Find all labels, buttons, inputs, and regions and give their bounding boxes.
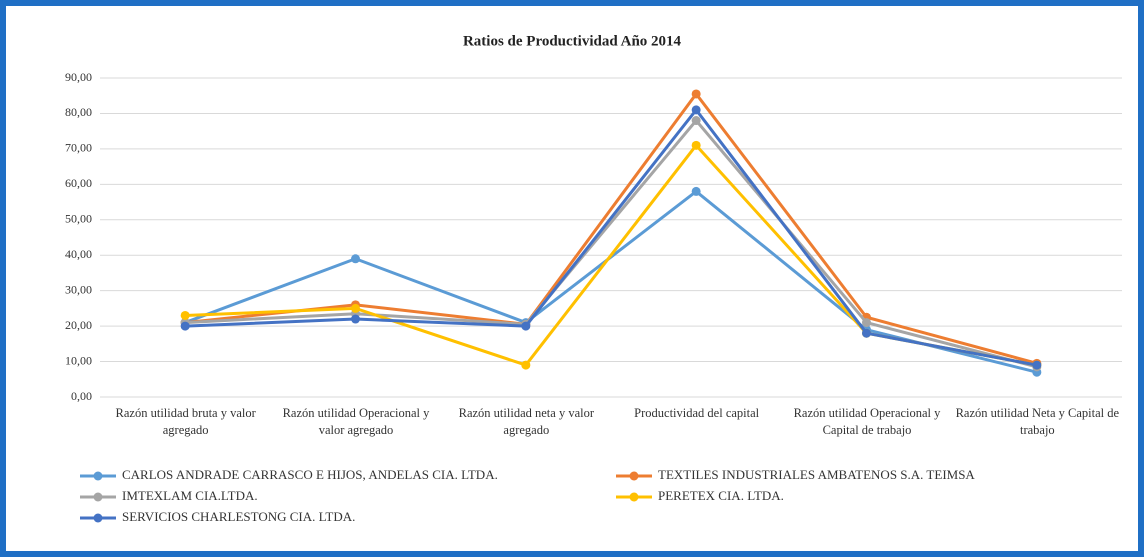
- legend-marker: [93, 471, 103, 481]
- y-tick-label: 60,00: [65, 176, 92, 190]
- point: [351, 314, 360, 324]
- x-tick-label: Razón utilidad Operacional y Capital de …: [793, 406, 941, 437]
- y-tick-label: 10,00: [65, 353, 92, 367]
- point: [180, 310, 190, 320]
- x-tick-label: Razón utilidad Operacional y valor agreg…: [282, 406, 430, 437]
- point: [691, 186, 701, 196]
- point: [691, 116, 701, 126]
- point: [691, 89, 701, 99]
- legend-label: PERETEX CIA. LTDA.: [658, 488, 784, 503]
- point: [521, 321, 531, 331]
- legend-label: TEXTILES INDUSTRIALES AMBATENOS S.A. TEI…: [658, 467, 975, 482]
- x-tick-label: Razón utilidad bruta y valor agregado: [115, 406, 256, 437]
- point: [862, 328, 871, 338]
- legend-marker: [629, 492, 639, 502]
- point: [180, 321, 190, 331]
- legend-marker: [93, 492, 103, 502]
- chart-title: Ratios de Productividad Año 2014: [463, 33, 682, 49]
- legend-marker: [629, 471, 639, 481]
- y-tick-label: 30,00: [65, 282, 92, 296]
- legend-label: CARLOS ANDRADE CARRASCO E HIJOS, ANDELAS…: [122, 467, 498, 482]
- y-tick-label: 50,00: [65, 212, 92, 226]
- y-tick-label: 0,00: [71, 389, 92, 403]
- legend-label: IMTEXLAM CIA.LTDA.: [122, 488, 258, 503]
- y-tick-label: 40,00: [65, 247, 92, 261]
- chart: Ratios de Productividad Año 2014 0,00 10,…: [65, 33, 1122, 524]
- point: [351, 254, 360, 264]
- point: [862, 318, 871, 328]
- series-line: [185, 108, 1038, 367]
- point: [1032, 360, 1042, 370]
- series-line: [185, 92, 1038, 365]
- point: [691, 140, 701, 150]
- legend-label: SERVICIOS CHARLESTONG CIA. LTDA.: [122, 509, 355, 524]
- x-tick-label: Razón utilidad neta y valor agregado: [458, 406, 595, 437]
- y-tick-label: 20,00: [65, 318, 92, 332]
- y-tick-label: 90,00: [65, 70, 92, 84]
- x-tick-label: Razón utilidad Neta y Capital de trabajo: [955, 406, 1120, 437]
- series-line: [185, 119, 1038, 369]
- point: [351, 303, 360, 313]
- legend-marker: [93, 513, 103, 523]
- y-tick-label: 80,00: [65, 105, 92, 119]
- x-tick-label: Productividad del capital: [634, 406, 760, 420]
- y-tick-label: 70,00: [65, 141, 92, 155]
- point: [521, 360, 531, 370]
- point: [691, 105, 701, 115]
